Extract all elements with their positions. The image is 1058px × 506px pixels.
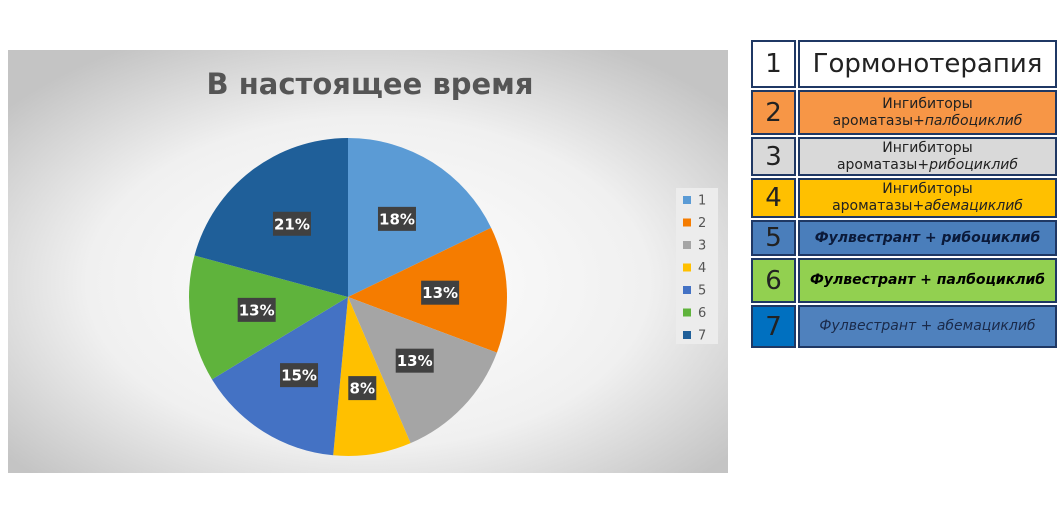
row-text: Фулвестрант + рибоциклиб	[798, 220, 1057, 256]
table-row: 2 Ингибиторы ароматазы+палбоциклиб	[751, 90, 1057, 135]
row-text-italic: Фулвестрант + абемациклиб	[819, 318, 1036, 334]
chart: В настоящее время 18% 13% 13% 8% 15% 13% 21% 1 2…	[8, 50, 728, 473]
row-text-plain: Гормонотерапия	[812, 48, 1043, 79]
legend-swatch	[683, 286, 691, 294]
table-row: 5 Фулвестрант + рибоциклиб	[751, 220, 1057, 256]
pie-slice	[211, 297, 348, 456]
row-number: 7	[751, 305, 796, 348]
legend-swatch	[683, 218, 691, 227]
data-label: 13%	[397, 352, 433, 370]
row-text: Гормонотерапия	[798, 40, 1057, 88]
table-row: 4 Ингибиторы ароматазы+абемациклиб	[751, 178, 1057, 218]
row-text-content: Ингибиторы ароматазы+рибоциклиб	[806, 140, 1049, 174]
data-label-box	[421, 280, 460, 305]
legend-label: 3	[698, 239, 706, 254]
row-text: Фулвестрант + палбоциклиб	[798, 258, 1057, 303]
data-label: 21%	[274, 215, 310, 233]
row-text-plain: Ингибиторы ароматазы+	[836, 139, 973, 173]
legend-swatch	[683, 196, 691, 204]
chart-title: В настоящее время	[207, 67, 534, 101]
data-label-box	[272, 211, 311, 236]
data-label-box	[280, 363, 319, 388]
pie-slice	[194, 138, 348, 297]
legend-table: 1 Гормонотерапия 2 Ингибиторы ароматазы+пал…	[751, 40, 1057, 350]
data-label-box	[348, 376, 377, 401]
table-row: 1 Гормонотерапия	[751, 40, 1057, 88]
data-label: 13%	[239, 301, 275, 319]
row-text-content: Ингибиторы ароматазы+палбоциклиб	[806, 96, 1049, 130]
legend-label: 4	[698, 261, 706, 276]
row-text-content: Ингибиторы ароматазы+абемациклиб	[806, 181, 1049, 215]
legend-label: 2	[698, 216, 706, 231]
data-label: 13%	[422, 284, 458, 302]
data-label: 18%	[379, 210, 415, 228]
row-number: 1	[751, 40, 796, 88]
row-text-italic: Фулвестрант + палбоциклиб	[809, 272, 1046, 288]
row-text: Фулвестрант + абемациклиб	[798, 305, 1057, 348]
row-number: 4	[751, 178, 796, 218]
row-text-content: Фулвестрант + абемациклиб	[819, 318, 1035, 335]
row-text: Ингибиторы ароматазы+палбоциклиб	[798, 90, 1057, 135]
row-number: 2	[751, 90, 796, 135]
legend-label: 6	[698, 306, 706, 321]
row-text-italic: палбоциклиб	[924, 112, 1023, 129]
row-text-plain: Ингибиторы ароматазы+	[832, 95, 973, 129]
row-text-italic: рибоциклиб	[929, 156, 1019, 173]
legend-swatch	[683, 263, 691, 272]
legend-label: 7	[698, 329, 706, 344]
row-text: Ингибиторы ароматазы+рибоциклиб	[798, 137, 1057, 176]
row-text-content: Фулвестрант + рибоциклиб	[815, 230, 1041, 247]
data-label-box	[395, 348, 434, 373]
row-text-italic: Фулвестрант + рибоциклиб	[814, 229, 1041, 246]
row-text: Ингибиторы ароматазы+абемациклиб	[798, 178, 1057, 218]
table-row: 6 Фулвестрант + палбоциклиб	[751, 258, 1057, 303]
pie-slice	[348, 138, 492, 297]
data-label: 8%	[350, 380, 375, 398]
legend-label: 5	[698, 284, 706, 299]
row-number: 5	[751, 220, 796, 256]
row-number: 6	[751, 258, 796, 303]
row-text-italic: абемациклиб	[924, 198, 1023, 214]
data-label-box	[377, 206, 416, 231]
data-label-box	[237, 297, 276, 322]
table-row: 3 Ингибиторы ароматазы+рибоциклиб	[751, 137, 1057, 176]
row-number: 3	[751, 137, 796, 176]
data-label: 15%	[281, 367, 317, 385]
row-text-content: Фулвестрант + палбоциклиб	[810, 272, 1045, 289]
row-text-plain: Ингибиторы ароматазы+	[832, 181, 973, 214]
legend-swatch	[683, 331, 691, 339]
legend-swatch	[683, 308, 691, 317]
legend-swatch	[683, 241, 691, 249]
table-row: 7 Фулвестрант + абемациклиб	[751, 305, 1057, 348]
legend-box	[676, 188, 718, 344]
row-text-content: Гормонотерапия	[813, 51, 1043, 77]
legend-label: 1	[698, 194, 706, 209]
